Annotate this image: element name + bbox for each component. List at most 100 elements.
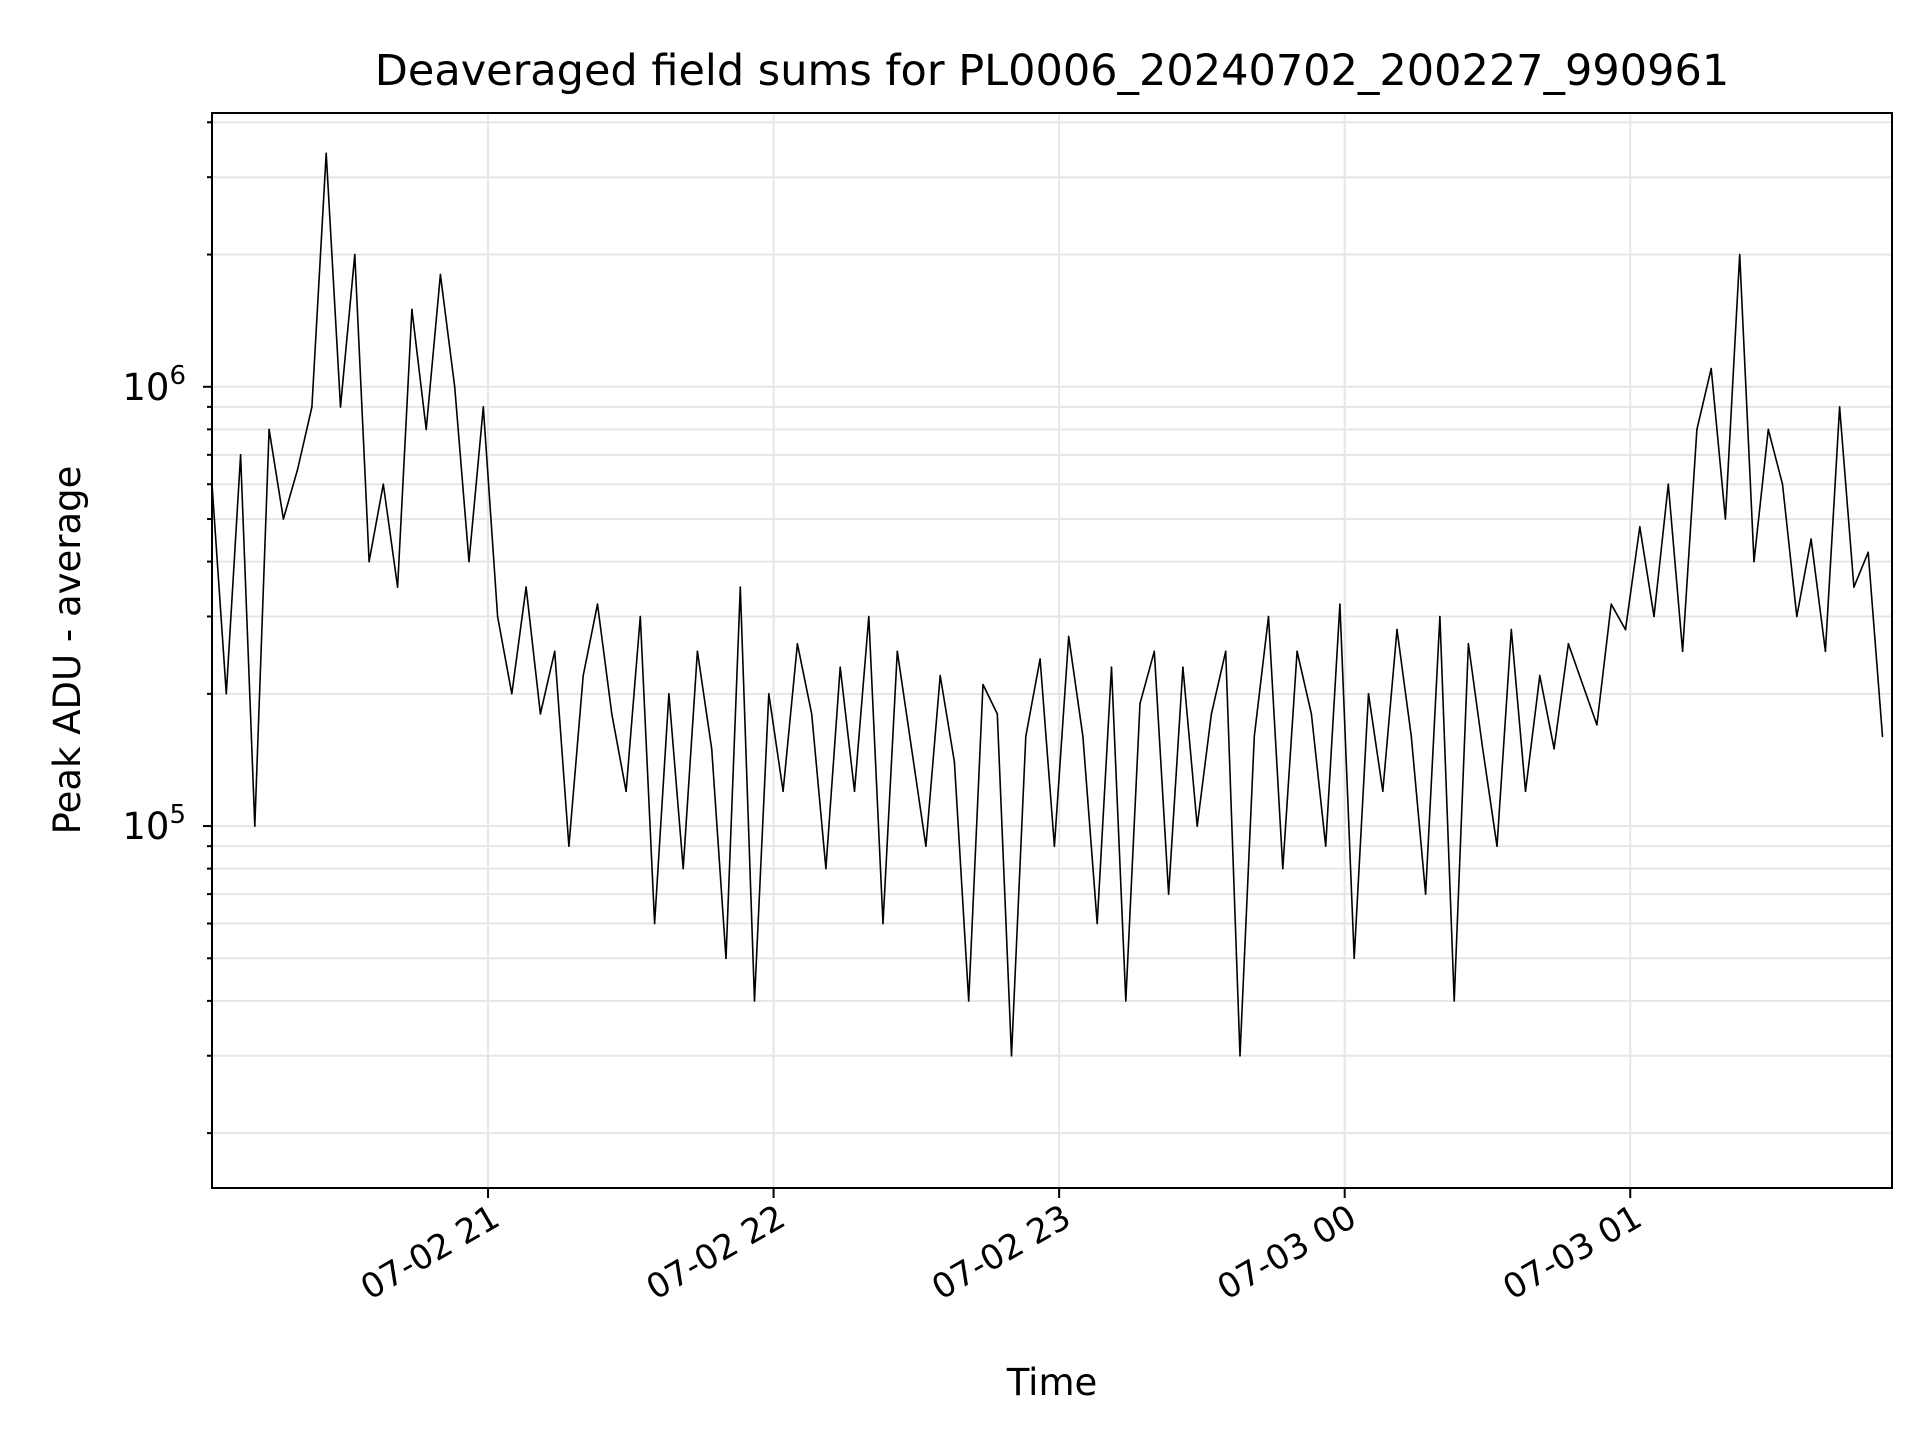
data-point xyxy=(1596,724,1598,726)
data-point xyxy=(282,518,285,520)
data-point xyxy=(1424,893,1427,895)
data-point xyxy=(468,560,470,563)
data-point xyxy=(1610,603,1612,605)
data-point xyxy=(910,747,913,750)
data-point xyxy=(1853,586,1855,588)
data-point xyxy=(1282,867,1284,870)
data-point xyxy=(1182,666,1184,668)
data-point xyxy=(896,650,899,653)
data-point xyxy=(839,666,841,668)
data-point xyxy=(1667,483,1670,486)
data-point xyxy=(1510,628,1513,631)
data-point xyxy=(739,586,742,588)
data-point xyxy=(1653,615,1655,618)
data-point xyxy=(225,693,228,695)
data-point xyxy=(1767,428,1770,431)
data-point xyxy=(482,406,485,408)
data-point xyxy=(696,650,699,653)
data-point xyxy=(1824,650,1827,653)
data-point xyxy=(682,867,684,870)
series-layer xyxy=(212,152,1884,1057)
data-point xyxy=(1353,957,1355,960)
data-point xyxy=(1453,1000,1455,1002)
data-point xyxy=(796,643,799,645)
data-point xyxy=(1881,735,1884,738)
data-point xyxy=(354,253,356,256)
data-point xyxy=(1025,735,1027,738)
data-point xyxy=(611,713,613,715)
data-point xyxy=(439,273,442,276)
y-tick-base: 10 xyxy=(122,366,169,409)
data-point xyxy=(596,603,599,605)
data-point xyxy=(1367,693,1370,695)
data-point xyxy=(268,428,270,431)
data-point xyxy=(1067,635,1070,638)
data-point xyxy=(296,468,299,470)
data-point xyxy=(568,845,570,847)
data-point xyxy=(539,713,542,715)
data-point xyxy=(382,483,385,486)
data-point xyxy=(396,586,399,588)
data-point xyxy=(1467,643,1470,645)
data-point xyxy=(1396,628,1398,631)
x-axis-label: Time xyxy=(1006,1361,1098,1404)
data-point xyxy=(1639,526,1641,528)
y-tick-exponent: 5 xyxy=(169,800,186,830)
data-point xyxy=(511,693,513,695)
data-point xyxy=(1738,253,1741,256)
data-point xyxy=(1624,628,1627,631)
data-point xyxy=(1553,747,1555,750)
data-point xyxy=(882,922,884,925)
data-point xyxy=(668,693,670,695)
data-point xyxy=(1838,406,1841,408)
data-point xyxy=(725,957,727,960)
data-point xyxy=(1567,643,1570,645)
data-point xyxy=(1310,713,1313,715)
data-point xyxy=(1039,658,1041,660)
data-point xyxy=(639,615,642,618)
data-point xyxy=(582,674,584,677)
data-point xyxy=(425,428,428,431)
data-point xyxy=(368,560,370,563)
data-point xyxy=(1781,483,1784,486)
data-point xyxy=(1810,538,1812,540)
data-point xyxy=(1524,790,1527,793)
data-point xyxy=(1867,551,1869,554)
data-point xyxy=(1539,674,1541,677)
data-point xyxy=(1010,1055,1013,1057)
data-point xyxy=(953,761,956,763)
y-axis-label: Peak ADU - average xyxy=(46,466,89,835)
data-point xyxy=(810,713,813,715)
data-point xyxy=(996,713,999,715)
data-point xyxy=(1710,367,1712,370)
data-point xyxy=(339,406,342,408)
y-tick-label: 106 xyxy=(122,361,186,409)
data-point xyxy=(939,674,941,677)
data-point xyxy=(1339,603,1341,605)
data-point xyxy=(1153,650,1156,653)
data-point xyxy=(782,790,784,793)
data-point xyxy=(1267,615,1270,618)
data-point xyxy=(925,845,927,847)
data-point xyxy=(496,615,499,618)
data-point xyxy=(753,1000,756,1002)
data-point xyxy=(1296,650,1298,653)
data-point xyxy=(868,615,870,618)
data-point xyxy=(1082,735,1084,738)
data-point xyxy=(1167,893,1170,895)
data-point xyxy=(625,790,627,793)
data-point xyxy=(1053,845,1056,847)
data-point xyxy=(1496,845,1498,847)
data-point xyxy=(1110,666,1113,668)
grid-layer xyxy=(212,113,1892,1188)
data-point xyxy=(553,650,556,653)
series-line xyxy=(212,152,1884,1057)
data-point xyxy=(1724,518,1727,520)
data-point xyxy=(768,693,770,695)
data-point xyxy=(239,454,242,456)
data-point xyxy=(1096,922,1098,925)
data-point xyxy=(825,867,827,870)
plot-frame xyxy=(211,112,1893,1189)
